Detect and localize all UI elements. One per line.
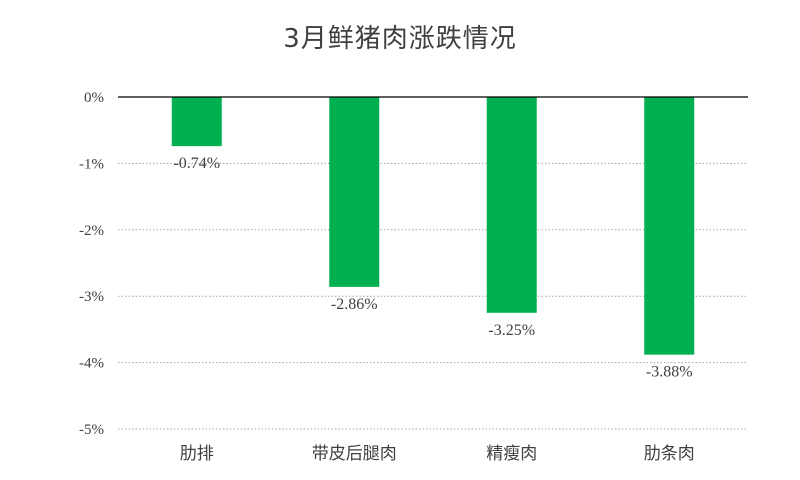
y-tick-label: -5% [79,422,104,438]
x-tick-label: 带皮后腿肉 [312,444,397,464]
data-label: -3.88% [646,364,693,381]
bar [486,97,537,313]
bar [171,97,222,147]
y-tick-label: -1% [79,156,104,172]
bar [644,97,695,355]
y-tick-label: 0% [84,90,104,106]
gridlines [118,162,748,430]
data-label: -3.25% [488,322,535,339]
y-tick-label: -4% [79,356,104,372]
x-tick-label: 精瘦肉 [486,444,537,464]
y-tick-label: -3% [79,289,104,305]
y-axis: 0% -1% -2% -3% -4% -5% [79,90,104,438]
category-labels: 肋排 带皮后腿肉 精瘦肉 肋条肉 [180,444,695,464]
data-label: -0.74% [173,155,220,172]
bar [329,97,380,287]
x-tick-label: 肋排 [180,444,214,464]
x-tick-label: 肋条肉 [644,444,695,464]
y-tick-label: -2% [79,223,104,239]
data-labels: -0.74% -2.86% -3.25% -3.88% [173,155,692,380]
data-label: -2.86% [331,296,378,313]
chart-title: 3月鲜猪肉涨跌情况 [283,24,517,54]
bars [171,97,695,355]
